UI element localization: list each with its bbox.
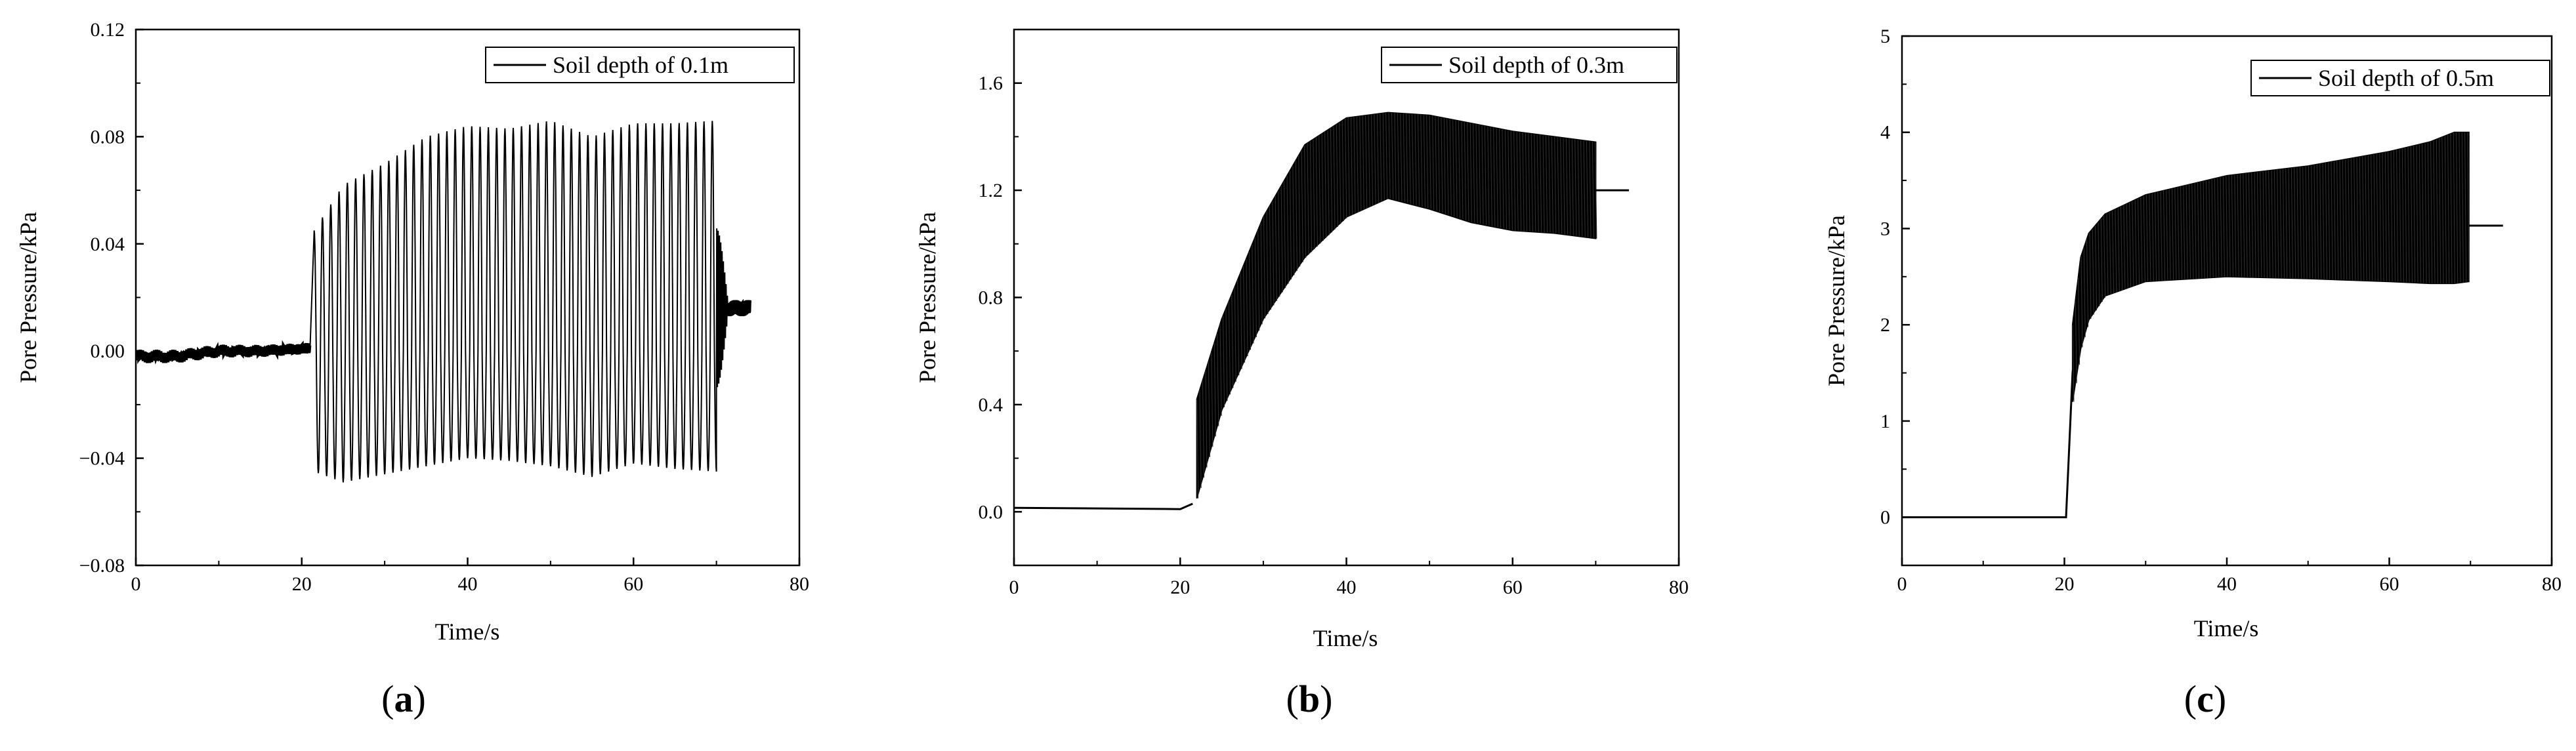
- y-tick-label: 0.12: [91, 19, 125, 41]
- y-tick-label: 0.8: [979, 287, 1003, 309]
- legend: Soil depth of 0.1m: [485, 47, 795, 83]
- panel-label: (a): [381, 678, 426, 720]
- y-tick-label: 0.4: [979, 394, 1003, 416]
- y-tick-label: 0.08: [91, 126, 125, 148]
- series-line-pre-event: [136, 340, 312, 365]
- x-axis-title: Time/s: [1313, 625, 1378, 651]
- series-line-oscillation: [309, 121, 729, 483]
- chart-panel-c: 0 20 40 60 80 0 1 2 3 4 5 Time/s Pore Pressure/kPa So…: [1823, 26, 2562, 720]
- chart-panel-b: 0 20 40 60 80 0.0 0.4 0.8 1.2 1.6 Time/s Pore Press…: [914, 28, 1689, 720]
- x-tick-label: 40: [458, 573, 478, 595]
- x-axis-title: Time/s: [2194, 615, 2259, 641]
- x-tick-label: 20: [292, 573, 312, 595]
- series-band-oscillation: [1196, 112, 1597, 499]
- y-tick-label: 1.2: [979, 180, 1003, 201]
- plot-frame: [1013, 28, 1680, 567]
- panel-label: (b): [1286, 678, 1333, 720]
- chart-panel-a: 0 20 40 60 80 −0.08 −0.04 0.00 0.04 0.08 0.12 Time/…: [15, 19, 809, 720]
- x-tick-label: 40: [2217, 573, 2237, 595]
- series-line-pre-event: [1902, 266, 2090, 519]
- legend: Soil depth of 0.3m: [1381, 47, 1678, 83]
- x-tick-label: 80: [790, 573, 809, 595]
- y-tick-label: 0.00: [91, 340, 125, 362]
- series-band-texture: [2072, 132, 2470, 402]
- x-tick-label: 0: [1897, 573, 1907, 595]
- y-axis-title: Pore Pressure/kPa: [914, 212, 940, 383]
- legend-entry: Soil depth of 0.5m: [2318, 65, 2494, 91]
- x-tick-label: 0: [131, 573, 141, 595]
- legend-entry: Soil depth of 0.3m: [1448, 52, 1624, 78]
- x-tick-label: 80: [1669, 577, 1689, 598]
- x-tick-label: 20: [1170, 577, 1190, 598]
- x-tick-label: 60: [623, 573, 643, 595]
- legend-entry: Soil depth of 0.1m: [553, 52, 728, 78]
- series-b: [1014, 112, 1630, 510]
- x-tick-label: 60: [1503, 577, 1523, 598]
- y-tick-label: 3: [1880, 218, 1890, 239]
- y-axis-title: Pore Pressure/kPa: [15, 212, 41, 383]
- x-tick-label: 0: [1009, 577, 1019, 598]
- y-tick-label: −0.08: [79, 555, 125, 577]
- y-tick-label: 0: [1880, 507, 1890, 529]
- y-tick-label: 0.0: [979, 501, 1003, 523]
- x-tick-label: 20: [2055, 573, 2075, 595]
- series-a: [136, 121, 751, 483]
- series-c: [1902, 131, 2503, 519]
- y-tick-label: 1.6: [979, 73, 1003, 94]
- series-line-post-event: [727, 298, 751, 317]
- plot-frame: [1901, 35, 2553, 567]
- series-line-pre-event: [1014, 502, 1193, 510]
- y-axis-title: Pore Pressure/kPa: [1823, 215, 1849, 386]
- y-tick-label: 2: [1880, 314, 1890, 336]
- y-tick-label: 1: [1880, 411, 1890, 432]
- legend: Soil depth of 0.5m: [2250, 60, 2550, 96]
- x-tick-label: 60: [2380, 573, 2399, 595]
- series-band-texture: [1196, 112, 1597, 498]
- x-tick-label: 80: [2542, 573, 2562, 595]
- plot-frame: [135, 28, 801, 567]
- panel-label: (c): [2184, 678, 2226, 720]
- y-tick-label: 4: [1880, 122, 1890, 144]
- x-tick-label: 40: [1337, 577, 1357, 598]
- y-tick-label: −0.04: [79, 448, 125, 470]
- y-tick-label: 5: [1880, 26, 1890, 47]
- y-tick-label: 0.04: [91, 233, 125, 255]
- x-axis-title: Time/s: [435, 619, 500, 645]
